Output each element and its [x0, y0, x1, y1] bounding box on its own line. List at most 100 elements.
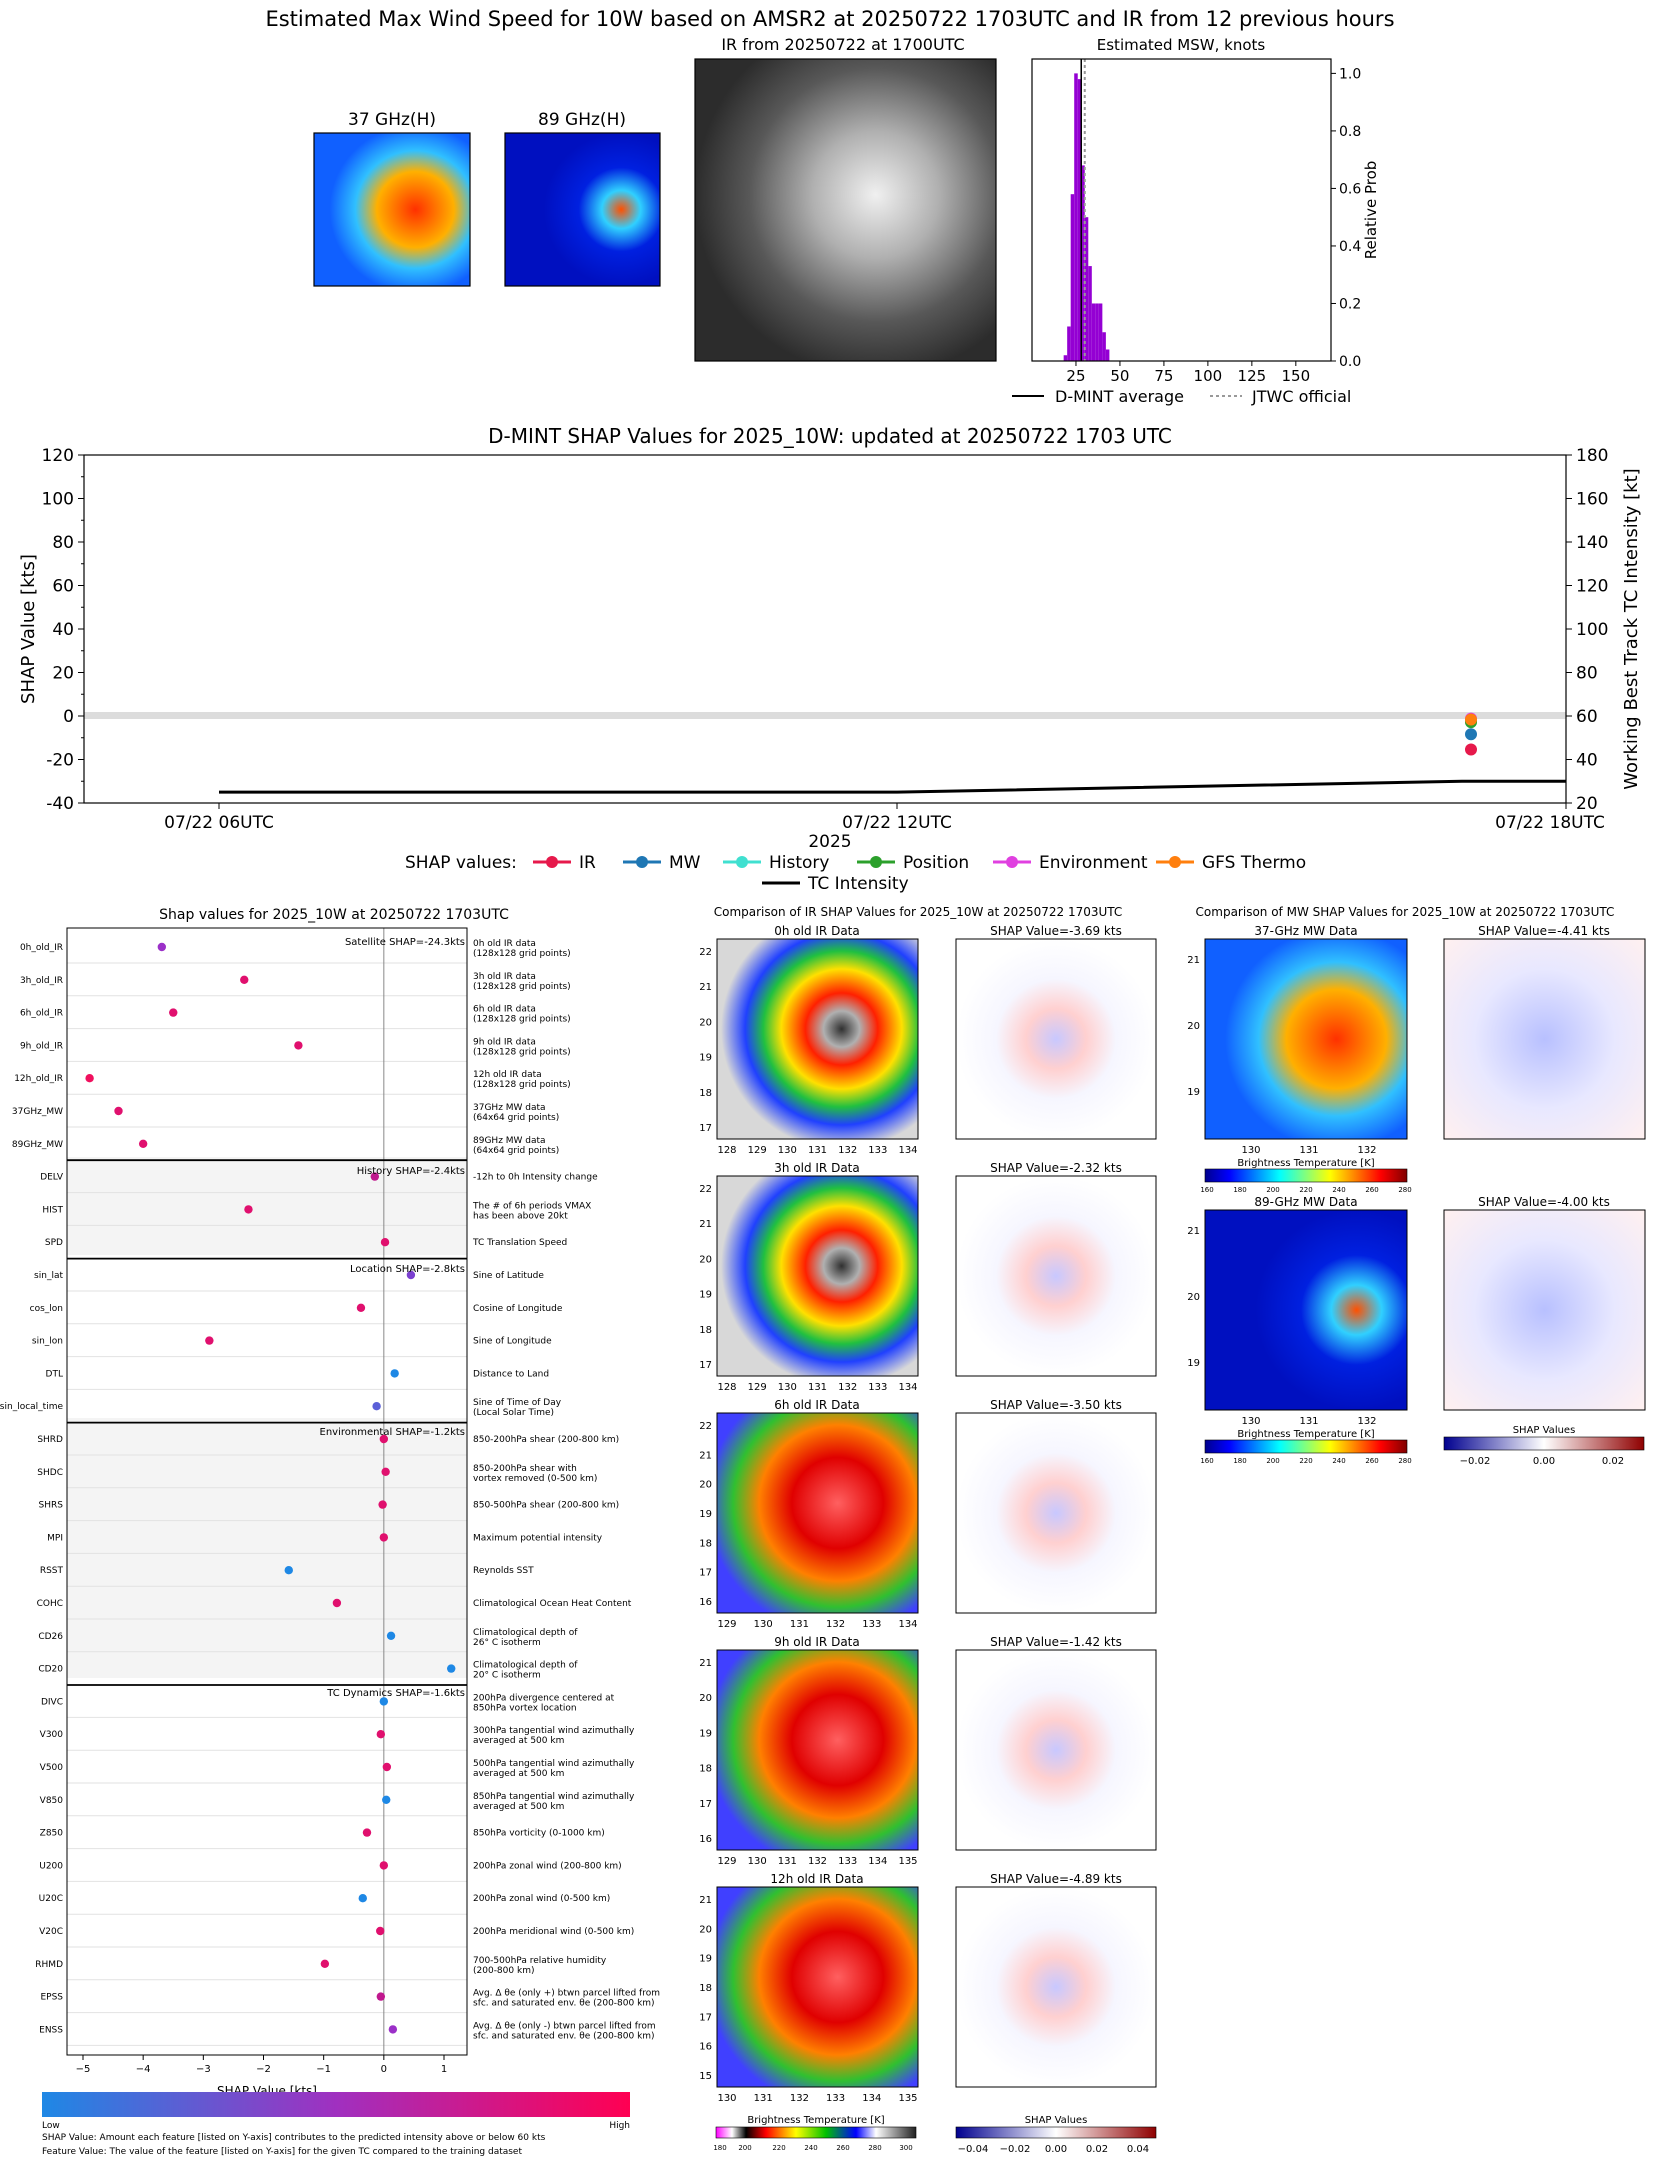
ir-data-title: 0h old IR Data [774, 924, 860, 938]
mw-bt-cbar-tick: 200 [1266, 1457, 1279, 1465]
timeline-point-gfs-thermo [1465, 713, 1477, 726]
shap-feature-desc: 850-200hPa shear with [473, 1464, 577, 1474]
timeline-ytick-label: 0 [63, 707, 74, 727]
mw-xtick-label: 130 [1241, 1145, 1260, 1156]
shap-feature-desc-2: (128x128 grid points) [473, 1080, 571, 1090]
ir-ytick-label: 15 [699, 2071, 712, 2082]
hist-bar [1067, 326, 1071, 361]
ir-xtick-label: 132 [838, 1145, 857, 1156]
shap-feature-name: SHRD [37, 1435, 63, 1445]
mw-ytick-label: 21 [1187, 955, 1200, 966]
mw-bt-cbar-tick: 160 [1200, 1186, 1213, 1194]
shap-xtick-label: −5 [76, 2064, 91, 2075]
shap-point-9h_old_IR [294, 1041, 303, 1050]
ir-ytick-label: 18 [699, 1538, 712, 1549]
panel-ir-title: IR from 20250722 at 1700UTC [721, 35, 964, 54]
ir-ytick-label: 17 [699, 1123, 712, 1134]
shap-point-Z850 [362, 1828, 372, 1837]
shap-feature-desc: Cosine of Longitude [473, 1304, 563, 1314]
shap-feature-desc-2: 26° C isotherm [473, 1638, 541, 1648]
shap-timeline-chart: D-MINT SHAP Values for 2025_10W: updated… [18, 424, 1642, 894]
ir-xtick-label: 133 [826, 2093, 845, 2104]
svg-text:180: 180 [713, 2144, 726, 2152]
ir-ytick-label: 18 [699, 1088, 712, 1099]
shap-feature-desc: Climatological depth of [473, 1661, 578, 1671]
shap-feature-desc: 300hPa tangential wind azimuthally [473, 1726, 635, 1736]
legend-gfs-label: GFS Thermo [1202, 853, 1306, 873]
shap-feature-desc-2: has been above 20kt [473, 1211, 568, 1221]
hist-frame [1031, 58, 1332, 362]
legend-intensity: TC Intensity [762, 874, 909, 894]
timeline-points [1465, 712, 1477, 756]
ir-ytick-label: 22 [699, 1421, 712, 1432]
timeline-ytick-label: -20 [46, 751, 74, 771]
shap-point-MPI [379, 1533, 389, 1542]
shap-point-0h_old_IR [157, 942, 167, 952]
shap-point-sin_lon [205, 1336, 214, 1345]
ir-compare-rows: 0h old IR Data SHAP Value=-3.69 kts 22 21 20… [699, 924, 1157, 2104]
shap-group-label-4: TC Dynamics SHAP=-1.6kts [326, 1688, 465, 1699]
ir-ytick-label: 22 [699, 1184, 712, 1195]
ir-xtick-label: 134 [898, 1145, 917, 1156]
shap-bg-group4 [67, 1418, 467, 1678]
shap-feature-desc: TC Translation Speed [472, 1238, 567, 1248]
svg-text:220: 220 [772, 2144, 785, 2152]
shap-feature-name: sin_local_time [0, 1402, 63, 1412]
timeline-ytick-label: 80 [52, 533, 74, 553]
shap-point-DTL [390, 1369, 399, 1378]
timeline-ylabel-right: Working Best Track TC Intensity [kt] [1621, 468, 1642, 789]
ir-comparison-panel: Comparison of IR SHAP Values for 2025_10… [699, 905, 1157, 2155]
timeline-ytick-label: 60 [52, 577, 74, 597]
legend-jtwc-label: JTWC official [1251, 387, 1351, 406]
panel-37-title: 37 GHz(H) [348, 110, 436, 130]
timeline-ytick-label: 120 [42, 446, 74, 466]
hist-ytick-label: 0.2 [1339, 296, 1361, 312]
ir-xtick-label: 130 [717, 2093, 736, 2104]
hist-bar [1102, 332, 1106, 361]
shap-point-SHDC [381, 1467, 390, 1477]
ir-bt-cbar-ticks: 180 200 220 240 260 280 300 [713, 2144, 912, 2152]
shap-feature-desc: 850hPa vorticity (0-1000 km) [473, 1829, 605, 1839]
shap-point-HIST [244, 1205, 253, 1214]
shap-feature-desc: 89GHz MW data [473, 1136, 546, 1146]
hist-xtick-label: 150 [1282, 367, 1311, 385]
shap-feature-desc-2: averaged at 500 km [473, 1736, 564, 1746]
shap-feature-desc-2: sfc. and saturated env. θe (200-800 km) [473, 2031, 655, 2041]
ir-xtick-label: 134 [862, 2093, 881, 2104]
shap-feature-name: 6h_old_IR [20, 1009, 63, 1019]
timeline-title: D-MINT SHAP Values for 2025_10W: updated… [488, 424, 1172, 448]
mw-xtick-label: 130 [1241, 1416, 1260, 1427]
shap-feature-name: 37GHz_MW [12, 1107, 63, 1117]
shap-group-label-0: Satellite SHAP=-24.3kts [345, 937, 465, 948]
ir-ytick-label: 19 [699, 1053, 712, 1064]
shap-point-SPD [380, 1238, 390, 1247]
ir-xtick-label: 129 [717, 1619, 736, 1630]
hist-ytick-label: 0.0 [1339, 354, 1361, 370]
ir-ytick-label: 16 [699, 2042, 712, 2053]
mw-xtick-label: 132 [1357, 1416, 1376, 1427]
shap-xtick-label: 0 [381, 2064, 387, 2075]
ir-xtick-label: 130 [754, 1619, 773, 1630]
legend-history-label: History [769, 853, 829, 873]
shap-feature-desc-2: (200-800 km) [473, 1966, 534, 1976]
shap-feature-chart: Shap values for 2025_10W at 20250722 170… [0, 907, 660, 2157]
ir-xtick-label: 133 [868, 1145, 887, 1156]
ir-xtick-label: 133 [862, 1619, 881, 1630]
shap-cbar-high: High [609, 2121, 630, 2131]
ir-xtick-label: 130 [778, 1145, 797, 1156]
mw-bt-cbar-tick: 180 [1233, 1457, 1246, 1465]
mw-xtick-label: 131 [1299, 1145, 1318, 1156]
shap-feature-name: 89GHz_MW [12, 1140, 63, 1150]
timeline-y2tick-label: 180 [1576, 446, 1608, 466]
shap-feature-desc: Maximum potential intensity [473, 1533, 603, 1543]
shap-feature-desc: 6h old IR data [473, 1005, 536, 1015]
mw-bt-cbar-tick: 220 [1299, 1457, 1312, 1465]
mw-bt-cbar-label: Brightness Temperature [K] [1237, 1429, 1374, 1440]
mw-bt-colorbar [1204, 1439, 1408, 1454]
ir-ytick-label: 18 [699, 1983, 712, 1994]
mw-ytick-label: 20 [1187, 1021, 1200, 1032]
ir-xtick-label: 131 [754, 2093, 773, 2104]
timeline-ytick-label: 20 [52, 664, 74, 684]
timeline-ylabel-left: SHAP Value [kts] [18, 554, 39, 704]
